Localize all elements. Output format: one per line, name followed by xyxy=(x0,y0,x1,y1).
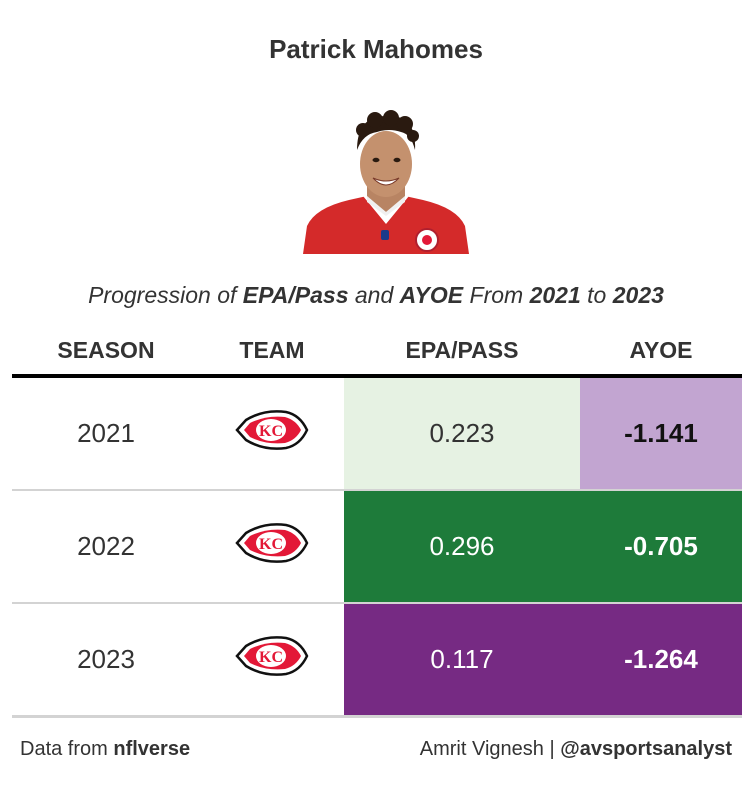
epa-cell: 0.223 xyxy=(344,376,580,491)
ayoe-cell: -1.141 xyxy=(580,376,742,491)
source-link[interactable]: nflverse xyxy=(113,738,191,760)
table-row: 2022 KC 0.296 -0.705 xyxy=(12,490,742,604)
footer-credit: Amrit Vignesh | @avsportsanalyst xyxy=(419,738,732,760)
author-handle-link[interactable]: @avsportsanalyst xyxy=(560,738,732,760)
table-subtitle: Progression of EPA/Pass and AYOE From 20… xyxy=(88,282,664,308)
table-row: 2021 KC 0.223 -1.141 xyxy=(12,376,742,491)
season-cell: 2021 xyxy=(12,376,200,491)
season-cell: 2022 xyxy=(12,490,200,604)
svg-text:KC: KC xyxy=(259,536,283,553)
page-title: Patrick Mahomes xyxy=(269,34,483,64)
team-cell: KC xyxy=(200,376,344,491)
chiefs-logo-icon: KC xyxy=(235,410,309,450)
chiefs-logo-icon: KC xyxy=(235,636,309,676)
team-cell: KC xyxy=(200,490,344,604)
svg-text:KC: KC xyxy=(259,649,283,666)
svg-text:KC: KC xyxy=(259,423,283,440)
stats-table: SEASON TEAM EPA/PASS AYOE 2021 KC 0.223 … xyxy=(12,326,742,718)
epa-cell: 0.117 xyxy=(344,603,580,718)
season-cell: 2023 xyxy=(12,603,200,718)
header-season[interactable]: SEASON xyxy=(12,326,200,378)
team-cell: KC xyxy=(200,603,344,718)
epa-cell: 0.296 xyxy=(344,490,580,604)
header-team[interactable]: TEAM xyxy=(200,326,344,378)
player-headshot xyxy=(303,110,469,254)
header-epa-pass[interactable]: EPA/PASS xyxy=(344,326,580,378)
ayoe-cell: -1.264 xyxy=(580,603,742,718)
header-ayoe[interactable]: AYOE xyxy=(580,326,742,378)
ayoe-cell: -0.705 xyxy=(580,490,742,604)
chiefs-logo-icon: KC xyxy=(235,523,309,563)
footer-source: Data from nflverse xyxy=(20,738,191,760)
table-header-row: SEASON TEAM EPA/PASS AYOE xyxy=(12,326,742,378)
table-row: 2023 KC 0.117 -1.264 xyxy=(12,603,742,718)
